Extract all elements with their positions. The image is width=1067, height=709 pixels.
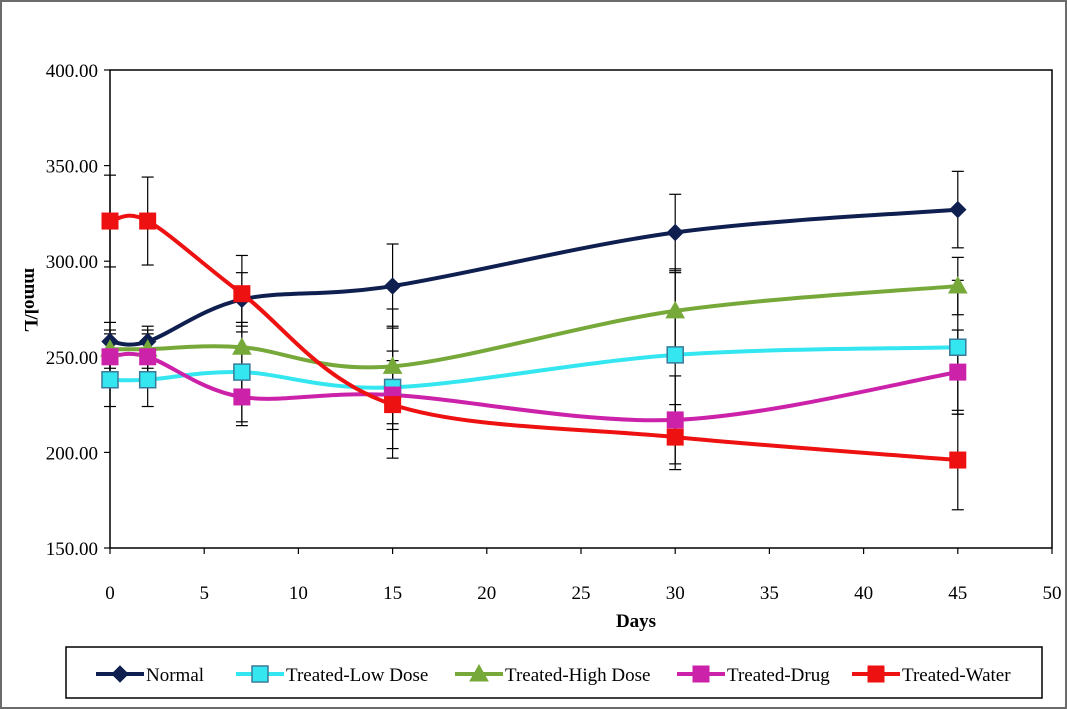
series-treated-drug-marker <box>666 411 684 429</box>
x-tick-label: 20 <box>477 583 496 604</box>
series-markers <box>100 200 968 469</box>
y-tick-label: 250.00 <box>46 348 98 369</box>
series-treated-water-marker <box>233 285 251 303</box>
x-tick-label: 45 <box>948 583 967 604</box>
x-axis-title: Days <box>616 611 656 632</box>
legend-treated-high-dose-marker <box>469 663 489 682</box>
y-tick-label: 150.00 <box>46 539 98 560</box>
series-treated-high-dose-marker <box>665 300 686 319</box>
legend-treated-high-dose-label: Treated-High Dose <box>505 665 650 686</box>
series-treated-water-marker <box>101 212 119 230</box>
series-normal-marker <box>383 277 402 295</box>
legend-treated-drug-marker <box>692 665 710 683</box>
plot-area-border <box>109 69 1053 549</box>
series-treated-low-dose-marker <box>138 370 157 389</box>
legend: Normal Treated-Low Dose Treated-High Dose T… <box>65 646 1043 699</box>
x-tick-label: 30 <box>666 583 685 604</box>
y-tick-label: 400.00 <box>46 61 98 82</box>
series-normal-marker <box>949 200 967 219</box>
y-tick-label: 200.00 <box>46 443 98 464</box>
series-treated-drug-marker <box>949 363 967 381</box>
series-treated-high-dose-marker <box>232 337 252 355</box>
x-tick-label: 40 <box>854 583 873 604</box>
x-tick-label: 15 <box>383 583 402 604</box>
x-tick-label: 50 <box>1043 583 1062 604</box>
y-axis-title: mmol/L <box>20 268 41 332</box>
x-tick-label: 5 <box>199 583 209 604</box>
series-treated-water-marker <box>384 396 402 414</box>
y-tick-label: 300.00 <box>46 252 98 273</box>
legend-treated-drug-label: Treated-Drug <box>727 665 830 686</box>
series-normal-marker <box>666 223 684 242</box>
series-treated-high-dose-marker <box>382 356 403 374</box>
series-lines <box>109 207 959 463</box>
series-treated-drug-marker <box>101 348 119 366</box>
x-tick-label: 25 <box>572 583 591 604</box>
legend-normal-marker <box>111 665 129 683</box>
legend-treated-water-label: Treated-Water <box>902 665 1011 686</box>
x-tick-label: 10 <box>289 583 308 604</box>
series-treated-water-marker <box>666 428 684 446</box>
legend-treated-low-dose-marker <box>251 665 269 683</box>
series-treated-high-dose-marker <box>947 276 968 294</box>
series-treated-drug-marker <box>233 388 251 406</box>
series-treated-low-dose-marker <box>101 370 119 389</box>
series-treated-drug-marker <box>139 348 157 366</box>
series-treated-low-dose-marker <box>949 338 967 356</box>
y-tick-label: 350.00 <box>46 157 98 178</box>
series-treated-water-marker <box>949 451 967 469</box>
legend-treated-water-marker <box>867 665 885 683</box>
legend-treated-low-dose-label: Treated-Low Dose <box>286 665 428 686</box>
series-treated-water-marker <box>139 212 157 230</box>
series-treated-low-dose-marker <box>233 363 251 381</box>
axes: 0 5 10 15 20 25 30 35 40 45 50 150.00 200.00 250.00 30… <box>20 61 1062 632</box>
series-treated-low-dose-marker <box>666 346 684 364</box>
series-normal-line <box>109 207 958 347</box>
x-tick-label: 35 <box>760 583 779 604</box>
legend-normal-label: Normal <box>146 665 204 686</box>
x-tick-label: 0 <box>105 583 115 604</box>
